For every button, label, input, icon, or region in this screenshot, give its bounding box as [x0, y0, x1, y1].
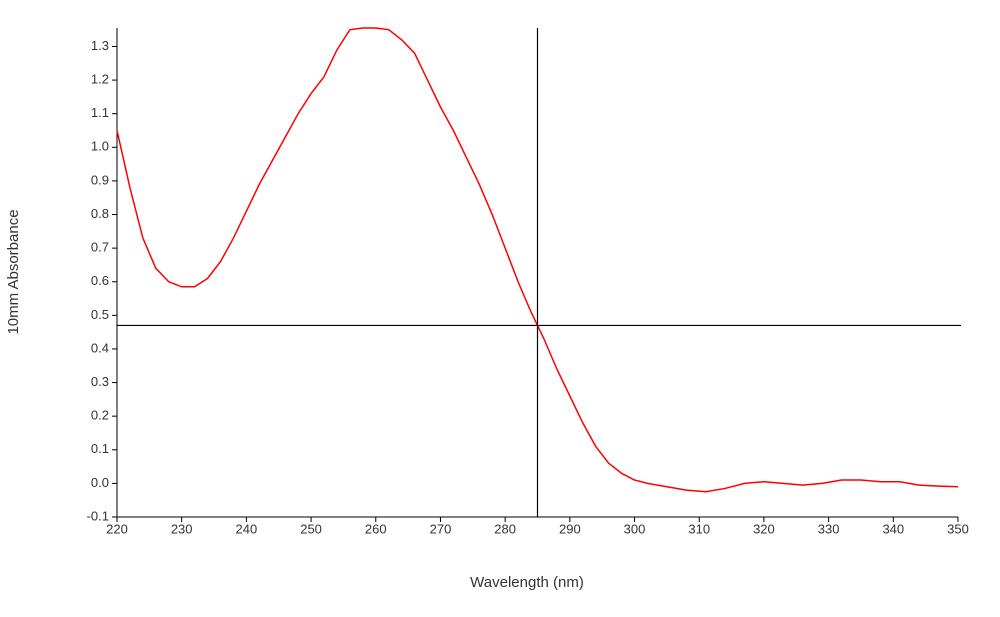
- x-tick-label: 290: [559, 521, 581, 536]
- y-tick-label: 0.1: [91, 441, 109, 456]
- x-tick-label: 300: [624, 521, 646, 536]
- y-tick-label: 0.2: [91, 408, 109, 423]
- y-axis-title: 10mm Absorbance: [5, 209, 22, 334]
- data-line: [116, 27, 959, 493]
- x-tick-label: 240: [236, 521, 258, 536]
- y-tick-label: 0.6: [91, 273, 109, 288]
- x-axis-title: Wavelength (nm): [470, 574, 584, 591]
- y-tick-label: 1.3: [91, 38, 109, 53]
- y-tick-label: 0.5: [91, 307, 109, 322]
- x-tick-label: 310: [688, 521, 710, 536]
- y-tick-label: 0.9: [91, 172, 109, 187]
- y-tick-label: 0.4: [91, 340, 109, 355]
- y-tick-label: 1.2: [91, 72, 109, 87]
- y-tick-label: 1.1: [91, 105, 109, 120]
- x-tick-label: 260: [365, 521, 387, 536]
- x-tick-label: 250: [300, 521, 322, 536]
- x-tick-label: 330: [818, 521, 840, 536]
- y-tick-label: 0.8: [91, 206, 109, 221]
- y-tick-label: 1.0: [91, 139, 109, 154]
- y-tick-label: 0.0: [91, 475, 109, 490]
- x-tick-label: 340: [882, 521, 904, 536]
- x-tick-label: 230: [171, 521, 193, 536]
- y-tick-label: 0.3: [91, 374, 109, 389]
- x-tick-label: 320: [753, 521, 775, 536]
- x-tick-label: 220: [106, 521, 128, 536]
- x-tick-label: 280: [494, 521, 516, 536]
- y-tick-label: 0.7: [91, 240, 109, 255]
- x-tick-label: 350: [947, 521, 969, 536]
- y-tick-label: -0.1: [87, 508, 109, 523]
- x-tick-label: 270: [430, 521, 452, 536]
